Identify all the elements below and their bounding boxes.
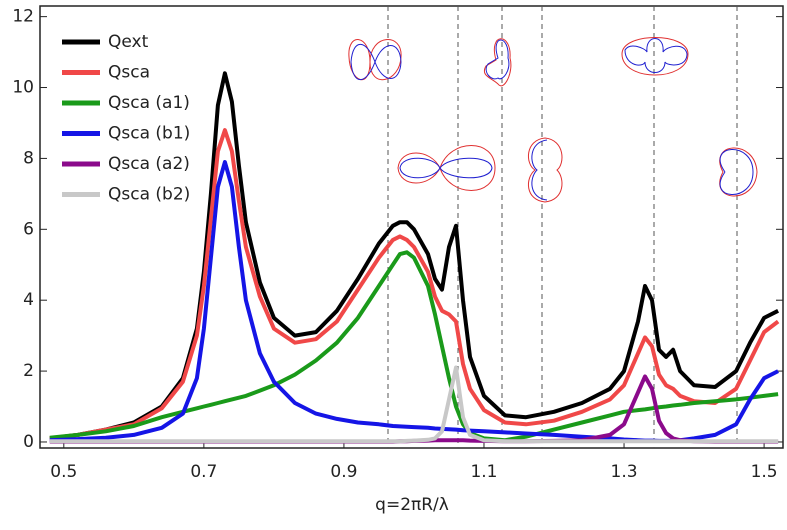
- x-tick-label: 0.5: [50, 462, 77, 482]
- y-tick-label: 12: [12, 7, 34, 27]
- x-axis-label: q=2πR/λ: [375, 495, 449, 515]
- series-line: [49, 71, 780, 441]
- y-tick-label: 4: [23, 290, 34, 310]
- x-tick-label: 0.7: [190, 462, 217, 482]
- legend-label: Qsca (b2): [108, 185, 190, 205]
- series-line: [49, 365, 779, 444]
- y-tick-label: 2: [23, 361, 34, 381]
- series-line: [49, 128, 780, 441]
- legend-label: Qsca: [108, 63, 150, 83]
- x-tick-label: 0.9: [330, 462, 357, 482]
- legend-label: Qsca (b1): [108, 124, 190, 144]
- legend-label: Qsca (a2): [108, 154, 190, 174]
- legend-label: Qsca (a1): [108, 93, 190, 113]
- y-tick-label: 10: [12, 78, 34, 98]
- polar-insets: [348, 37, 758, 203]
- x-tick-label: 1.5: [751, 462, 778, 482]
- resonance-markers: [387, 6, 738, 448]
- x-tick-label: 1.3: [611, 462, 638, 482]
- y-tick-label: 8: [23, 148, 34, 168]
- legend-label: Qext: [108, 32, 149, 52]
- y-tick-label: 6: [23, 219, 34, 239]
- series-line: [49, 250, 779, 443]
- plot-frame: [39, 5, 784, 449]
- y-tick-label: 0: [23, 432, 34, 452]
- x-tick-label: 1.1: [470, 462, 497, 482]
